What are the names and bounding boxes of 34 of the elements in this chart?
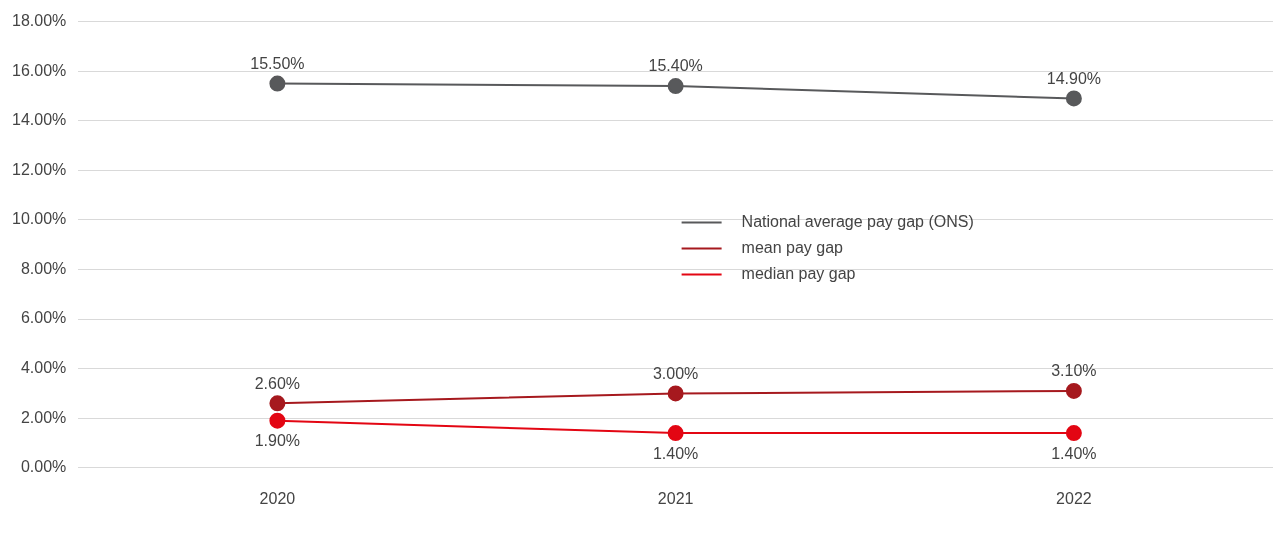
legend-label: mean pay gap: [741, 238, 844, 256]
data-label: 3.00%: [652, 364, 699, 382]
point: [269, 395, 286, 412]
data-label: 15.50%: [250, 54, 305, 72]
point: [1065, 425, 1082, 442]
y-tick-label: 14.00%: [12, 111, 67, 129]
legend-label: median pay gap: [741, 264, 856, 282]
y-tick-label: 4.00%: [20, 359, 67, 377]
data-label: 3.10%: [1051, 362, 1097, 380]
y-tick-label: 10.00%: [12, 210, 67, 228]
point: [269, 75, 286, 92]
y-tick-label: 0.00%: [20, 458, 67, 476]
x-tick-label: 2021: [657, 489, 694, 507]
x-tick-label: 2020: [259, 489, 296, 507]
data-label: 1.40%: [1051, 444, 1097, 462]
data-label: 1.90%: [254, 432, 301, 450]
x-tick-label: 2022: [1056, 489, 1092, 507]
data-label: 1.40%: [652, 444, 699, 462]
y-tick-label: 12.00%: [12, 160, 67, 178]
point: [1065, 382, 1082, 399]
data-label: 14.90%: [1046, 69, 1102, 87]
y-tick-label: 2.00%: [20, 408, 67, 426]
data-label: 2.60%: [254, 374, 301, 392]
legend-label: National average pay gap (ONS): [741, 212, 974, 230]
data-label: 15.40%: [648, 57, 703, 75]
point: [269, 412, 286, 429]
y-tick-label: 18.00%: [12, 12, 67, 30]
point: [667, 78, 684, 95]
point: [1065, 90, 1082, 107]
y-tick-label: 16.00%: [12, 61, 67, 79]
y-tick-label: 8.00%: [20, 259, 67, 277]
point: [667, 385, 684, 402]
y-tick-label: 6.00%: [20, 309, 67, 327]
point: [667, 425, 684, 442]
